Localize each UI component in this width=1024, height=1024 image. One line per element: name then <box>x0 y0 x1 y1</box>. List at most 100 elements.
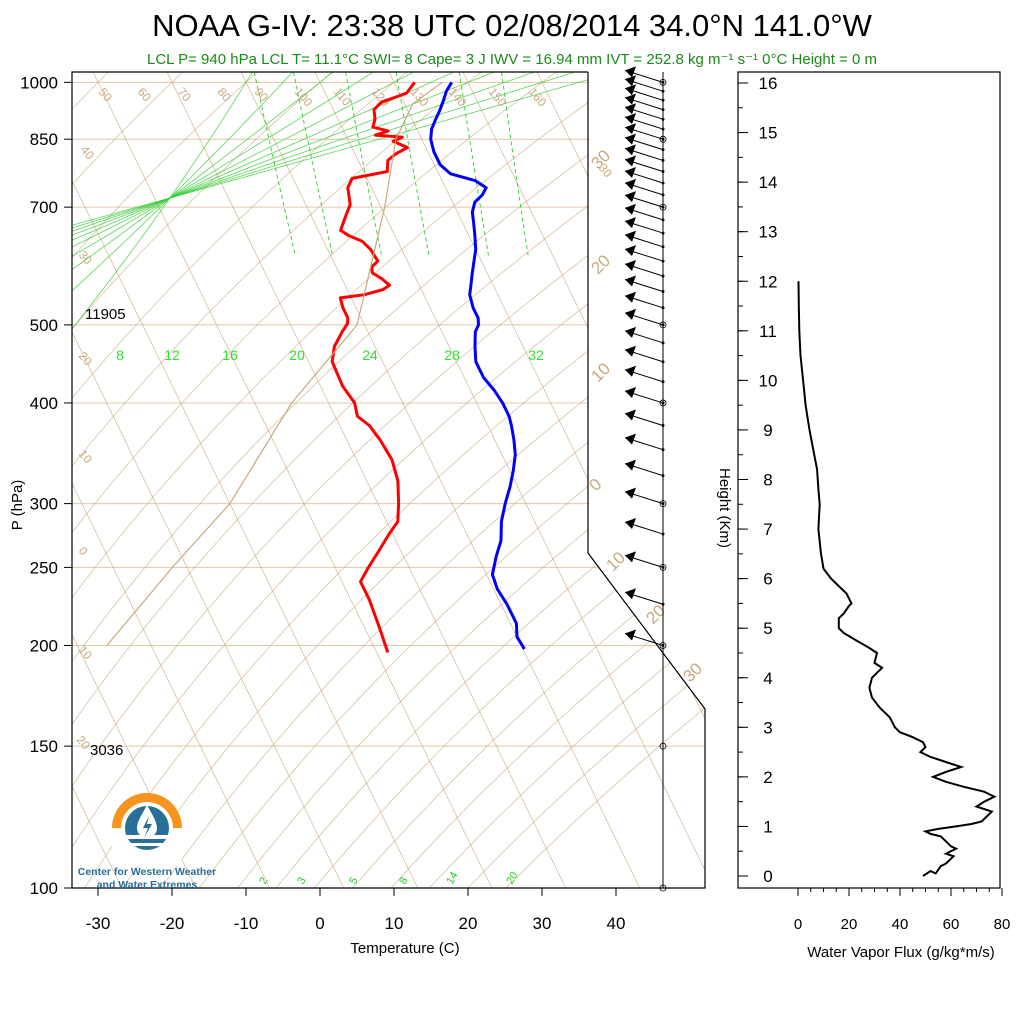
wind-barb-dot <box>661 602 665 606</box>
chart-title: NOAA G-IV: 23:38 UTC 02/08/2014 34.0°N 1… <box>152 8 872 43</box>
mixing-ratio-line <box>458 72 489 256</box>
dry-adiabat <box>352 72 705 888</box>
wind-barb-flag <box>625 487 636 499</box>
mixing-ratio-top-label: 28 <box>444 347 460 363</box>
isotherm-line <box>759 72 1024 888</box>
isotherm-line <box>610 72 705 888</box>
cw3e-logo: Center for Western Weather and Water Ext… <box>62 783 232 893</box>
skewt-border <box>71 71 706 889</box>
y-axis-label: P (hPa) <box>9 480 26 531</box>
wind-barb-flag <box>625 291 636 303</box>
dry-adiabat <box>72 72 184 888</box>
barb-level-circle <box>659 78 667 86</box>
isotherm-line <box>72 72 197 888</box>
flux-x-tick-label: 60 <box>943 916 960 933</box>
wind-barb-flag <box>625 217 636 229</box>
isotherm-line <box>72 72 419 888</box>
flux-x-tick-label: 80 <box>994 916 1011 933</box>
x-tick-label: -20 <box>160 914 185 933</box>
mixing-ratio-top-label: 12 <box>164 347 180 363</box>
flux-y-tick-label: 0 <box>763 867 772 886</box>
wind-barb-flag <box>625 133 636 145</box>
moist-adiabat <box>72 72 495 638</box>
wind-barb-flag <box>625 518 636 530</box>
isotherm-label: 60 <box>135 85 155 104</box>
isotherm-edge-label: 30 <box>679 659 706 686</box>
wind-barb-dot <box>661 127 665 131</box>
mixing-ratio-line <box>253 72 296 256</box>
flux-y-tick-label: 3 <box>763 718 772 737</box>
wind-barb-flag <box>625 203 636 215</box>
wind-barb-dot <box>661 401 665 405</box>
mixing-ratio-top-label: 32 <box>528 347 544 363</box>
flux-y-tick-label: 5 <box>763 619 772 638</box>
wind-barb-flag <box>625 345 636 357</box>
isotherm-label: 40 <box>78 143 98 162</box>
flux-y-tick-label: 1 <box>763 817 772 836</box>
mixing-ratio-top-label: 16 <box>222 347 238 363</box>
dry-adiabat <box>160 72 705 888</box>
barb-level-circle <box>659 203 667 211</box>
flux-x-tick-label: 20 <box>841 916 858 933</box>
x-tick-label: 0 <box>315 914 324 933</box>
mixing-ratio-top-label: 20 <box>289 347 305 363</box>
annotation-200: 11905 <box>85 306 126 323</box>
isotherm-line <box>684 72 705 888</box>
dry-adiabat <box>72 72 631 888</box>
wind-barb-dot <box>661 259 665 263</box>
wind-barb-dot <box>661 80 665 84</box>
isotherm-label: 90 <box>252 85 272 104</box>
dry-adiabat <box>199 72 705 888</box>
series-temperature <box>330 81 416 653</box>
y-tick-label: 250 <box>30 558 58 577</box>
dry-adiabat <box>72 72 705 888</box>
y-tick-label: 400 <box>30 394 58 413</box>
isotherm-label: 0 <box>76 544 91 558</box>
dry-adiabat <box>72 72 407 888</box>
isotherm-line <box>72 72 345 888</box>
mixing-ratio-label: 2 <box>257 875 270 886</box>
isotherm-line <box>92 72 493 888</box>
wind-barb-flag <box>625 84 636 96</box>
y-tick-label: 200 <box>30 636 58 655</box>
x-tick-label: 10 <box>385 914 404 933</box>
y-tick-label: 100 <box>30 879 58 898</box>
wind-barb-dot <box>661 565 665 569</box>
mixing-ratio-label: 8 <box>397 875 410 886</box>
wind-barb-flag <box>625 230 636 242</box>
wind-barb-flag <box>625 103 636 115</box>
y-tick-label: 300 <box>30 495 58 514</box>
cw3e-logo-icon <box>112 793 182 866</box>
isotherm-line <box>72 72 271 888</box>
wind-barb-dot <box>661 380 665 384</box>
flux-y-tick-label: 6 <box>763 570 772 589</box>
wind-barb-flag <box>625 386 636 398</box>
flux-x-axis-label: Water Vapor Flux (g/kg*m/s) <box>807 944 995 961</box>
wind-barb-flag <box>625 93 636 105</box>
barb-level-circle <box>659 135 667 143</box>
dry-adiabat <box>122 72 705 888</box>
wind-barb-dot <box>661 117 665 121</box>
wind-barb-dot <box>661 532 665 536</box>
wind-barb-flag <box>625 167 636 179</box>
flux-series-line <box>797 281 997 877</box>
moist-adiabat <box>72 72 374 638</box>
chart-subtitle: LCL P= 940 hPa LCL T= 11.1°C SWI= 8 Cape… <box>147 51 877 68</box>
wind-barb-dot <box>661 341 665 345</box>
x-tick-label: 30 <box>533 914 552 933</box>
x-tick-label: -30 <box>86 914 111 933</box>
isotherm-line <box>166 72 567 888</box>
mixing-ratio-top-label: 8 <box>116 347 124 363</box>
mixing-ratio-line <box>395 72 430 256</box>
skewt-frame <box>71 71 706 889</box>
wind-barb-flag <box>625 123 636 135</box>
isotherm-label: 50 <box>96 85 116 104</box>
flux-y-tick-label: 11 <box>759 322 777 341</box>
mixing-ratio-top-label: 24 <box>362 347 378 363</box>
logo-text-line2: and Water Extremes <box>96 879 198 891</box>
isotherm-label: 160 <box>526 85 550 110</box>
wind-barb-dot <box>661 98 665 102</box>
wind-barb-dot <box>661 218 665 222</box>
